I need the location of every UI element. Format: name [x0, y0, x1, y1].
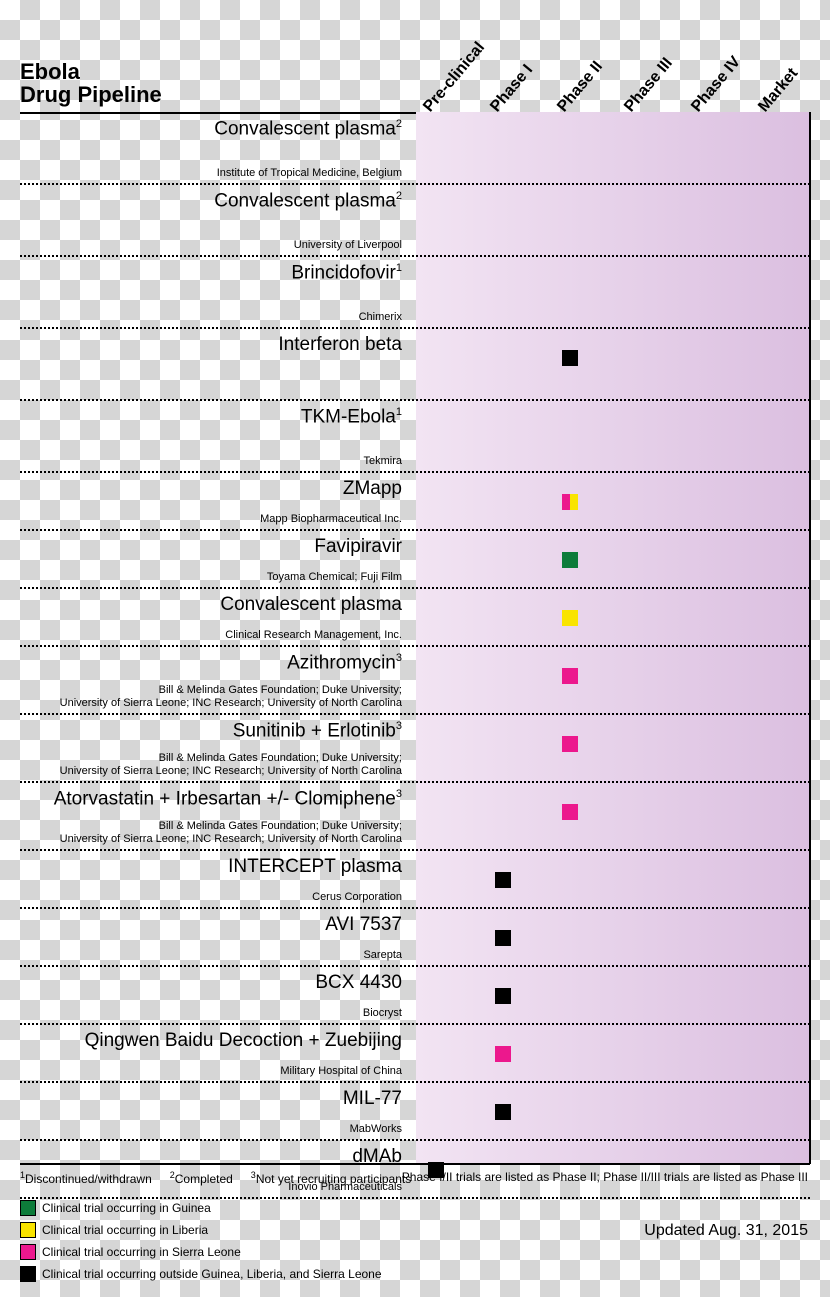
- marker-square: [562, 610, 578, 626]
- drug-sponsor: Chimerix: [20, 311, 408, 324]
- pipeline-chart: Ebola Drug Pipeline Pre-clinicalPhase I P…: [0, 0, 830, 1297]
- drug-name: Atorvastatin + Irbesartan +/- Clomiphene…: [20, 788, 408, 810]
- drug-row: AVI 7537 Sarepta: [20, 908, 810, 966]
- footnote: 3Not yet recruiting participants: [251, 1172, 411, 1186]
- drug-name: Qingwen Baidu Decoction + Zuebijing: [20, 1030, 408, 1052]
- footnotes: 1Discontinued/withdrawn 2Completed 3Not ye…: [20, 1170, 411, 1186]
- drug-sponsor: Military Hospital of China: [20, 1065, 408, 1078]
- drug-name: Brincidofovir1: [20, 262, 408, 284]
- phase-header: Market: [755, 65, 802, 116]
- drug-row: Qingwen Baidu Decoction + Zuebijing Milit…: [20, 1024, 810, 1082]
- phase-note: Phase I/II trials are listed as Phase II…: [402, 1170, 808, 1184]
- drug-name: dMAb: [20, 1146, 408, 1168]
- footnote: 2Completed: [170, 1172, 233, 1186]
- legend-label: Clinical trial occurring outside Guinea,…: [42, 1267, 382, 1281]
- drug-name: TKM-Ebola1: [20, 406, 408, 428]
- drug-name: MIL-77: [20, 1088, 408, 1110]
- marker-square: [562, 350, 578, 366]
- drug-sponsor: Clinical Research Management, Inc.: [20, 629, 408, 642]
- drug-row: Convalescent plasma Clinical Research Man…: [20, 588, 810, 646]
- drug-row: BCX 4430 Biocryst: [20, 966, 810, 1024]
- drug-row: Convalescent plasma2 University of Liverp…: [20, 184, 810, 256]
- page-title: Ebola Drug Pipeline: [20, 60, 162, 106]
- drug-sponsor: University of Liverpool: [20, 239, 408, 252]
- marker-square: [562, 804, 578, 820]
- drug-row: Favipiravir Toyama Chemical; Fuji Film: [20, 530, 810, 588]
- marker-square: [495, 930, 511, 946]
- drug-name: Convalescent plasma: [20, 594, 408, 616]
- drug-name: Convalescent plasma2: [20, 190, 408, 212]
- drug-name: BCX 4430: [20, 972, 408, 994]
- drug-row: dMAbInovio Pharmaceuticals: [20, 1140, 810, 1198]
- marker-square: [562, 668, 578, 684]
- drug-name: AVI 7537: [20, 914, 408, 936]
- drug-name: Favipiravir: [20, 536, 408, 558]
- legend-label: Clinical trial occurring in Liberia: [42, 1223, 208, 1237]
- drug-row: ZMapp Mapp Biopharmaceutical Inc.: [20, 472, 810, 530]
- marker-square: [495, 872, 511, 888]
- drug-name: Azithromycin3: [20, 652, 408, 674]
- drug-name: Convalescent plasma2: [20, 118, 408, 140]
- marker-square: [562, 552, 578, 568]
- marker-square: [495, 988, 511, 1004]
- legend-swatch: [20, 1244, 36, 1260]
- phase-header: Pre-clinical: [420, 39, 489, 116]
- drug-name: ZMapp: [20, 478, 408, 500]
- title-line1: Ebola: [20, 59, 80, 84]
- marker-square: [562, 736, 578, 752]
- drug-sponsor: Bill & Melinda Gates Foundation; Duke Un…: [20, 820, 408, 845]
- legend-label: Clinical trial occurring in Sierra Leone: [42, 1245, 241, 1259]
- drug-row: TKM-Ebola1 Tekmira: [20, 400, 810, 472]
- drug-row: Convalescent plasma2 Institute of Tropica…: [20, 112, 810, 184]
- marker-split: [562, 494, 578, 510]
- drug-name: Sunitinib + Erlotinib3: [20, 720, 408, 742]
- updated-date: Updated Aug. 31, 2015: [644, 1222, 808, 1240]
- row-divider: [20, 1197, 810, 1199]
- footnote: 1Discontinued/withdrawn: [20, 1172, 152, 1186]
- drug-sponsor: Sarepta: [20, 949, 408, 962]
- drug-row: Atorvastatin + Irbesartan +/- Clomiphene…: [20, 782, 810, 850]
- drug-sponsor: Mapp Biopharmaceutical Inc.: [20, 513, 408, 526]
- drug-sponsor: Cerus Corporation: [20, 891, 408, 904]
- legend-swatch: [20, 1266, 36, 1282]
- drug-sponsor: Tekmira: [20, 455, 408, 468]
- legend-swatch: [20, 1222, 36, 1238]
- marker-square: [495, 1046, 511, 1062]
- phase-header: Phase IV: [688, 53, 745, 116]
- drug-sponsor: Bill & Melinda Gates Foundation; Duke Un…: [20, 752, 408, 777]
- drug-sponsor: Toyama Chemical; Fuji Film: [20, 571, 408, 584]
- legend-label: Clinical trial occurring in Guinea: [42, 1201, 211, 1215]
- phase-header: Phase III: [621, 55, 677, 116]
- drug-sponsor: Institute of Tropical Medicine, Belgium: [20, 167, 408, 180]
- drug-row: Interferon beta: [20, 328, 810, 400]
- phase-header: Phase I: [487, 62, 537, 116]
- drug-row: Azithromycin3 Bill & Melinda Gates Founda…: [20, 646, 810, 714]
- drug-row: Brincidofovir1 Chimerix: [20, 256, 810, 328]
- drug-sponsor: Biocryst: [20, 1007, 408, 1020]
- title-line2: Drug Pipeline: [20, 82, 162, 107]
- drug-row: Sunitinib + Erlotinib3 Bill & Melinda Gat…: [20, 714, 810, 782]
- legend-swatch: [20, 1200, 36, 1216]
- drug-name: Interferon beta: [20, 334, 408, 356]
- drug-sponsor: Bill & Melinda Gates Foundation; Duke Un…: [20, 684, 408, 709]
- drug-sponsor: MabWorks: [20, 1123, 408, 1136]
- drug-row: MIL-77 MabWorks: [20, 1082, 810, 1140]
- drug-row: INTERCEPT plasma Cerus Corporation: [20, 850, 810, 908]
- drug-name: INTERCEPT plasma: [20, 856, 408, 878]
- phase-header: Phase II: [554, 58, 607, 116]
- marker-square: [495, 1104, 511, 1120]
